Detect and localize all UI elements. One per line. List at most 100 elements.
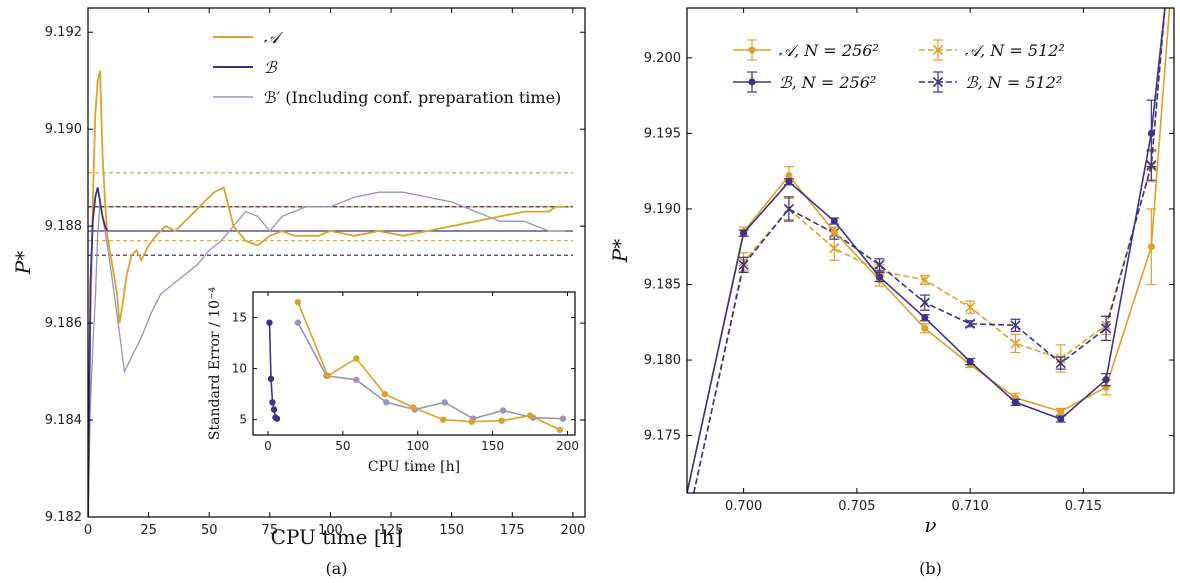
x-tick-label: 0.700	[725, 499, 762, 514]
data-point	[875, 273, 884, 281]
panel-a: 0 25 50 75 100 125 150 175 2009.1829.1849.1869.1…	[11, 7, 586, 578]
y-tick-label: 9.180	[644, 353, 681, 368]
inset-point-Bprime	[559, 415, 567, 422]
inset-point-B	[266, 319, 273, 326]
legend-marker	[748, 78, 756, 86]
x-axis-title: ν	[924, 513, 936, 537]
y-tick-label: 9.185	[644, 277, 681, 292]
x-tick-label: 50	[335, 439, 350, 453]
legend-marker	[932, 76, 944, 88]
inset-point-Bprime	[383, 399, 390, 406]
x-tick-label: 0.715	[1065, 499, 1102, 514]
series-lines	[88, 70, 566, 517]
axis-ticks: 0 25 50 75 100 125 150 175 2009.1829.1849.1869.1…	[45, 8, 585, 538]
series-line-B	[88, 187, 109, 517]
x-tick-label: 150	[439, 523, 464, 538]
inset-axis-ticks: 0 50 100 150 200 5 10 15	[232, 292, 579, 453]
data-point-x	[919, 274, 930, 286]
legend-marker	[932, 44, 944, 56]
x-tick-label: 175	[500, 523, 525, 538]
plot-frame	[87, 7, 586, 518]
x-tick-label: 100	[406, 439, 429, 453]
x-tick-label: 200	[556, 439, 579, 453]
data-point	[1057, 415, 1065, 423]
data-point	[830, 217, 838, 225]
y-tick-label: 9.175	[644, 429, 681, 444]
data-point	[830, 228, 838, 236]
legend-label-B: ℬ	[264, 58, 278, 77]
y-tick-label: 9.188	[45, 219, 82, 234]
y-tick-label: 9.184	[45, 413, 82, 428]
data-point	[921, 314, 929, 322]
x-tick-label: 0.710	[952, 499, 989, 514]
data-point	[1057, 407, 1065, 416]
legend: 𝒜ℬ ℬ′ (Including conf. preparation time)	[213, 28, 561, 107]
y-tick-label: 15	[232, 311, 247, 325]
data-point-x	[783, 203, 794, 215]
data-point	[1011, 398, 1020, 406]
series-line-A-512	[693, 8, 1166, 493]
inset-frame	[252, 291, 576, 436]
legend-marker	[748, 46, 756, 54]
x-tick-label: 150	[481, 439, 504, 453]
legend-label: ℬ, N = 512²	[965, 73, 1062, 92]
inset-point-B	[269, 399, 276, 406]
inset-point-B	[273, 415, 281, 422]
series-line-B-256	[687, 8, 1166, 493]
reference-lines	[88, 172, 573, 256]
axis-ticks: 0.700 0.705 0.710 0.715 9.175 9.180 9.185 9.190…	[644, 8, 1174, 514]
y-axis-title: P*	[11, 251, 35, 275]
x-tick-label: 50	[201, 523, 218, 538]
inset-point-Bprime	[294, 319, 302, 326]
series-line-A	[88, 70, 566, 517]
panel-b: 0.700 0.705 0.710 0.715 9.175 9.180 9.185 9.190…	[608, 7, 1175, 578]
series-lines	[687, 8, 1171, 493]
x-tick-label: 0	[264, 439, 272, 453]
x-tick-label: 0.705	[838, 499, 875, 514]
data-point-x	[919, 297, 930, 308]
y-axis-title: P*	[608, 239, 632, 263]
y-tick-label: 9.195	[644, 126, 681, 141]
data-point-x	[1010, 338, 1021, 349]
y-tick-label: 9.182	[45, 510, 82, 525]
inset-point-A	[498, 417, 505, 424]
inset-point-Bprime	[499, 407, 507, 414]
inset-point-B	[267, 375, 275, 383]
data-point	[1102, 376, 1110, 384]
plot-frame	[686, 7, 1175, 494]
inset-point-Bprime	[441, 399, 448, 406]
inset-line-A	[297, 301, 561, 431]
data-point	[966, 357, 974, 366]
inset-y-axis-title: Standard Error / 10⁻⁴	[207, 287, 223, 441]
inset-point-Bprime	[353, 376, 360, 384]
inset-line-Bprime	[297, 322, 564, 420]
y-tick-label: 10	[232, 362, 247, 376]
inset-point-B	[270, 406, 278, 413]
data-point-x	[965, 318, 976, 329]
y-tick-label: 9.190	[45, 122, 82, 137]
data-point	[740, 229, 748, 237]
inset-series	[266, 299, 567, 434]
x-tick-label: 200	[560, 523, 585, 538]
legend-label: 𝒜, N = 512²	[965, 41, 1065, 60]
data-point-x	[829, 243, 840, 254]
inset-point-A	[353, 355, 360, 362]
series-line-A-256	[687, 8, 1171, 493]
inset-point-A	[294, 299, 302, 306]
inset-point-A	[440, 416, 447, 423]
x-axis-title: CPU time [h]	[271, 525, 403, 549]
inset-point-A	[410, 404, 417, 411]
x-tick-label: 125	[379, 523, 404, 538]
x-tick-label: 100	[318, 523, 343, 538]
inset-point-A	[526, 412, 534, 419]
data-point	[1147, 243, 1155, 251]
y-tick-label: 9.190	[644, 202, 681, 217]
x-tick-label: 0	[84, 523, 92, 538]
x-tick-label: 75	[262, 523, 279, 538]
y-axis-title-text: P*	[11, 251, 35, 275]
y-tick-label: 9.200	[644, 51, 681, 66]
y-tick-label: 5	[239, 413, 247, 427]
inset-point-A	[468, 418, 475, 425]
data-point	[921, 324, 929, 332]
